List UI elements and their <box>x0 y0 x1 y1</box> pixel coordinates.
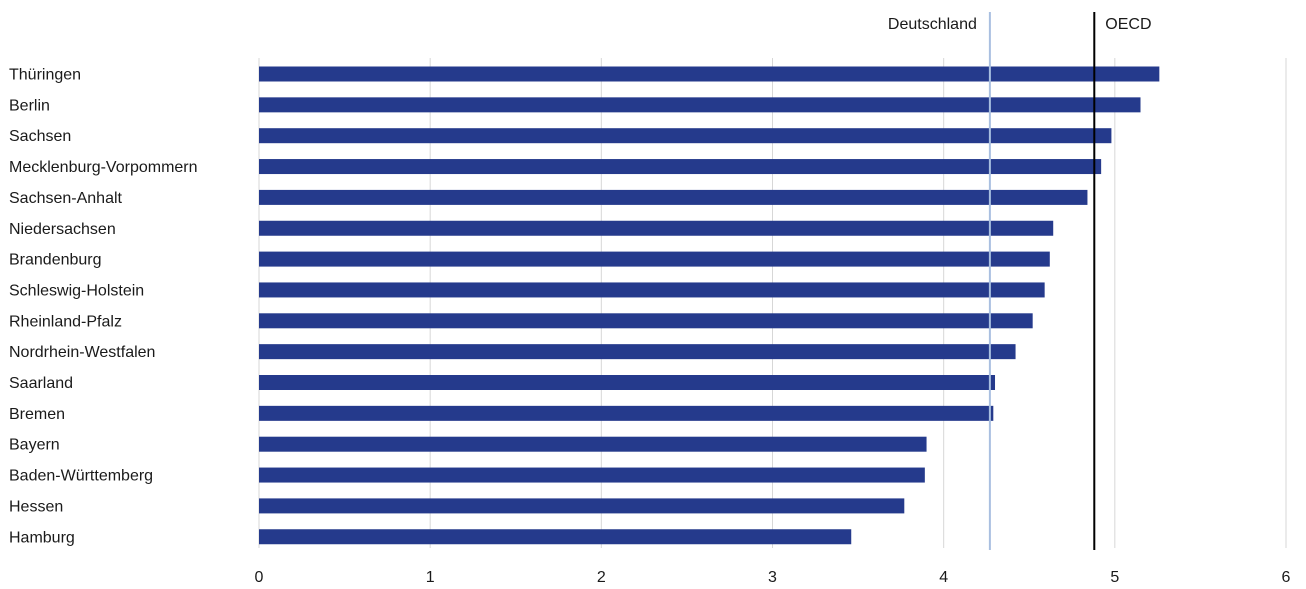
reference-label-0: Deutschland <box>888 16 977 33</box>
bar-14 <box>259 498 904 513</box>
x-tick-label-1: 1 <box>426 569 435 586</box>
bar-2 <box>259 128 1111 143</box>
category-label-8: Rheinland-Pfalz <box>9 313 122 330</box>
category-labels: Thüringen Berlin Sachsen Mecklenburg-Vorpom… <box>9 67 198 547</box>
x-tick-labels: 0 1 2 3 4 5 6 <box>255 569 1291 586</box>
bar-8 <box>259 313 1033 328</box>
category-label-5: Niedersachsen <box>9 221 116 238</box>
category-label-9: Nordrhein-Westfalen <box>9 344 155 361</box>
bar-4 <box>259 190 1087 205</box>
category-label-2: Sachsen <box>9 128 71 145</box>
bar-5 <box>259 221 1053 236</box>
bar-6 <box>259 252 1050 267</box>
bar-7 <box>259 282 1045 297</box>
reference-label-1: OECD <box>1105 16 1151 33</box>
category-label-7: Schleswig-Holstein <box>9 282 144 299</box>
category-label-13: Baden-Württemberg <box>9 468 153 485</box>
bar-10 <box>259 375 995 390</box>
bar-12 <box>259 437 927 452</box>
category-label-0: Thüringen <box>9 67 81 84</box>
bar-1 <box>259 97 1141 112</box>
category-label-14: Hessen <box>9 498 63 515</box>
bar-9 <box>259 344 1016 359</box>
x-tick-label-0: 0 <box>255 569 264 586</box>
x-tick-label-4: 4 <box>939 569 948 586</box>
bars <box>259 67 1159 545</box>
bar-3 <box>259 159 1101 174</box>
x-tick-label-5: 5 <box>1110 569 1119 586</box>
category-label-10: Saarland <box>9 375 73 392</box>
bar-13 <box>259 468 925 483</box>
x-tick-label-6: 6 <box>1282 569 1291 586</box>
bar-15 <box>259 529 851 544</box>
category-label-11: Bremen <box>9 406 65 423</box>
x-tick-label-3: 3 <box>768 569 777 586</box>
category-label-4: Sachsen-Anhalt <box>9 190 123 207</box>
x-tick-label-2: 2 <box>597 569 606 586</box>
category-label-6: Brandenburg <box>9 252 102 269</box>
category-label-15: Hamburg <box>9 529 75 546</box>
bar-11 <box>259 406 993 421</box>
reference-lines: Deutschland OECD <box>888 12 1152 550</box>
category-label-12: Bayern <box>9 437 60 454</box>
bar-0 <box>259 67 1159 82</box>
category-label-1: Berlin <box>9 97 50 114</box>
category-label-3: Mecklenburg-Vorpommern <box>9 159 198 176</box>
